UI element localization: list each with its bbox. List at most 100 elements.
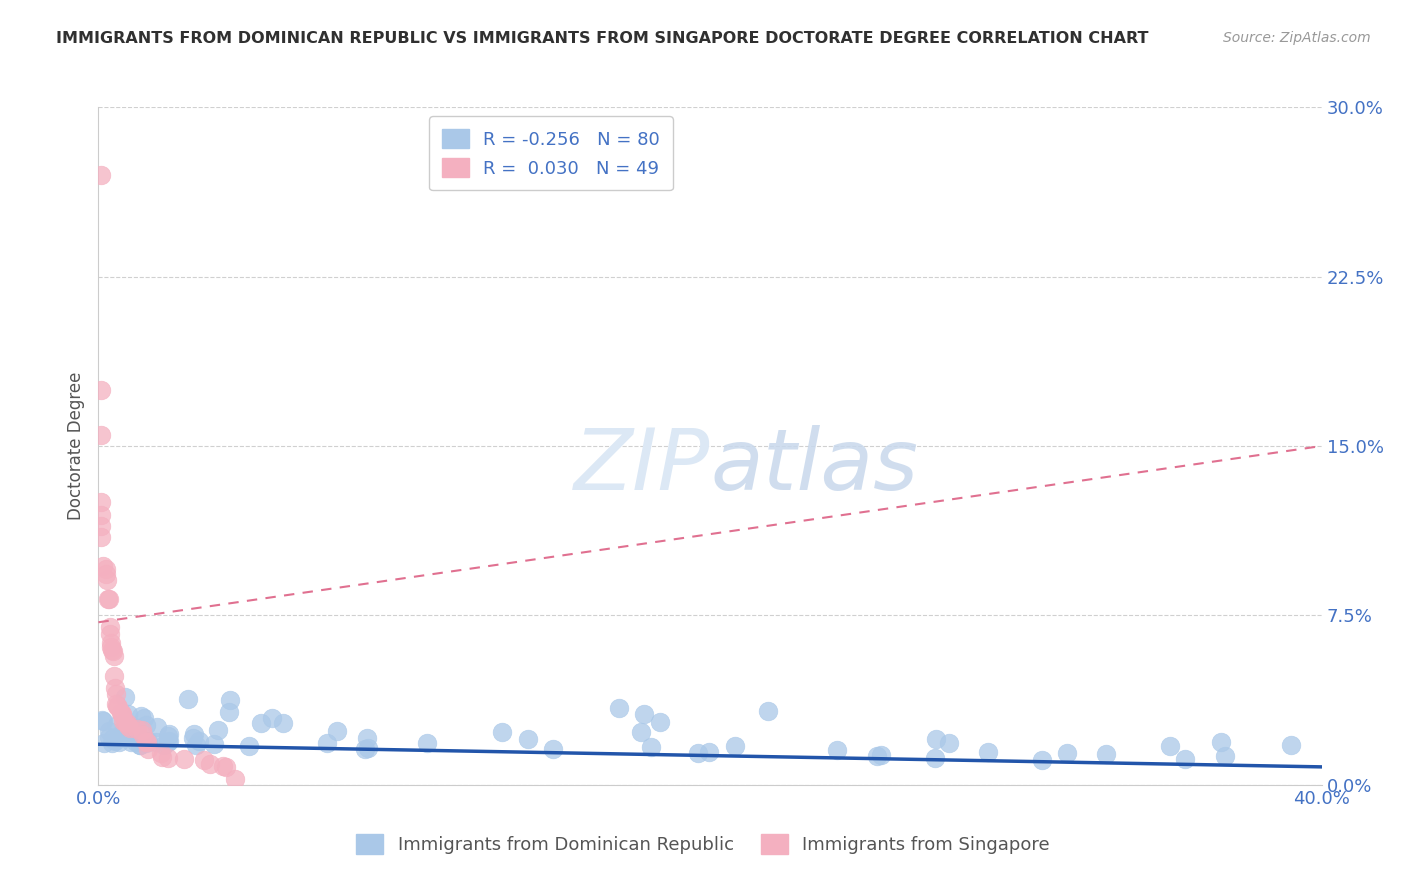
Point [271,715,294,730]
Point [103,668,125,682]
Point [98,627,121,641]
Point [156,735,179,749]
Point [104,734,127,748]
Point [356,731,378,746]
Point [97,591,120,606]
Point [120,735,142,749]
Point [91,559,114,574]
Legend: R = -0.256   N = 80, R =  0.030   N = 49: R = -0.256 N = 80, R = 0.030 N = 49 [429,116,673,190]
Point [107,699,129,714]
Point [146,720,169,734]
Point [924,751,946,765]
Point [100,643,122,657]
Point [177,692,200,706]
Point [125,722,148,736]
Point [198,756,221,771]
Point [104,681,127,695]
Point [135,736,157,750]
Point [825,742,848,756]
Point [100,635,122,649]
Point [756,704,779,718]
Point [111,707,134,722]
Point [1056,746,1078,760]
Point [1031,753,1053,767]
Point [156,750,179,764]
Point [156,729,179,743]
Point [630,724,652,739]
Point [153,738,176,752]
Point [1213,749,1236,764]
Point [97,592,120,607]
Point [136,735,159,749]
Point [128,738,150,752]
Point [181,731,204,745]
Point [207,723,229,737]
Point [114,690,136,705]
Point [90,168,112,182]
Point [1159,739,1181,753]
Point [117,725,139,739]
Point [132,711,155,725]
Point [108,735,131,749]
Point [105,717,128,731]
Point [104,697,127,711]
Point [416,736,439,750]
Point [977,745,1000,759]
Point [193,754,215,768]
Point [117,719,139,733]
Point [541,741,564,756]
Point [238,739,260,753]
Y-axis label: Doctorate Degree: Doctorate Degree [66,372,84,520]
Point [98,731,121,745]
Point [115,715,138,730]
Point [90,383,112,397]
Point [145,735,167,749]
Point [114,714,136,729]
Point [699,745,721,759]
Point [260,711,283,725]
Point [125,735,148,749]
Point [491,725,513,739]
Point [100,640,122,654]
Point [607,701,630,715]
Point [357,741,380,756]
Point [173,752,195,766]
Point [1211,734,1233,748]
Point [91,714,114,729]
Point [183,727,205,741]
Point [98,620,121,634]
Point [103,649,125,664]
Point [640,739,662,754]
Point [91,713,114,727]
Point [866,749,889,764]
Point [101,731,124,746]
Point [96,567,118,582]
Point [925,731,948,746]
Point [90,530,112,544]
Point [316,736,339,750]
Point [633,706,655,721]
Point [94,562,117,576]
Point [869,747,891,762]
Text: Source: ZipAtlas.com: Source: ZipAtlas.com [1223,31,1371,45]
Point [326,723,349,738]
Point [104,687,127,701]
Point [121,719,143,733]
Point [98,724,121,739]
Point [117,707,139,722]
Point [650,715,672,730]
Legend: Immigrants from Dominican Republic, Immigrants from Singapore: Immigrants from Dominican Republic, Immi… [346,823,1060,865]
Point [110,706,132,721]
Point [150,750,173,764]
Text: IMMIGRANTS FROM DOMINICAN REPUBLIC VS IMMIGRANTS FROM SINGAPORE DOCTORATE DEGREE: IMMIGRANTS FROM DOMINICAN REPUBLIC VS IM… [56,31,1149,46]
Point [121,726,143,740]
Point [184,738,207,752]
Point [218,705,240,719]
Point [115,727,138,741]
Point [105,699,128,714]
Point [136,741,159,756]
Point [204,737,226,751]
Point [135,718,157,732]
Point [1095,747,1118,761]
Point [90,508,112,522]
